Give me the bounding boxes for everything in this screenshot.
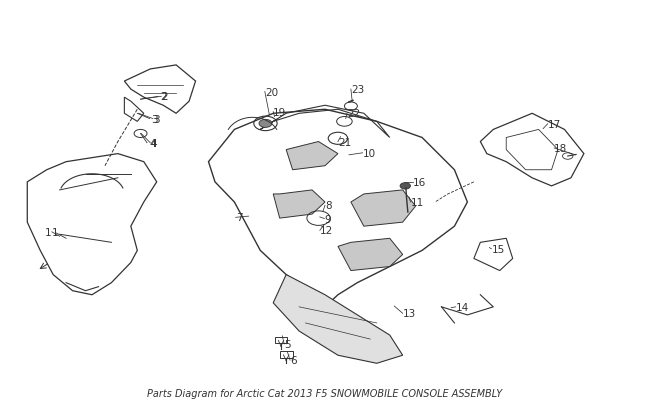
Bar [274,337,287,343]
Circle shape [259,120,272,128]
Text: 9: 9 [324,214,331,224]
Text: 11: 11 [410,198,424,207]
Polygon shape [286,142,338,171]
Polygon shape [273,190,325,219]
Text: 12: 12 [320,226,333,236]
Text: 14: 14 [456,302,469,312]
Text: 3: 3 [153,114,159,124]
Text: 22: 22 [347,109,360,119]
Bar [280,351,292,358]
Text: 17: 17 [548,119,561,130]
Polygon shape [273,275,402,363]
Text: 8: 8 [325,201,332,211]
Text: 2: 2 [160,92,166,102]
Text: 3: 3 [151,114,158,124]
Text: 20: 20 [265,87,278,97]
Polygon shape [338,239,402,271]
Text: 16: 16 [413,177,426,188]
Text: 15: 15 [491,244,504,254]
Text: 6: 6 [290,355,296,365]
Text: 5: 5 [284,339,291,349]
Text: Parts Diagram for Arctic Cat 2013 F5 SNOWMOBILE CONSOLE ASSEMBLY: Parts Diagram for Arctic Cat 2013 F5 SNO… [148,388,502,398]
Text: 19: 19 [273,107,287,117]
Polygon shape [351,190,415,227]
Text: 13: 13 [402,309,416,318]
Text: 10: 10 [363,149,376,158]
Text: 23: 23 [351,85,364,95]
Text: 1: 1 [46,227,52,237]
Text: 4: 4 [149,139,155,148]
Circle shape [400,183,410,190]
Text: 1: 1 [52,227,58,237]
Text: 7: 7 [236,213,242,223]
Text: 18: 18 [554,144,567,153]
Text: 4: 4 [150,139,157,148]
Text: 21: 21 [338,137,351,147]
Text: 2: 2 [161,92,168,102]
